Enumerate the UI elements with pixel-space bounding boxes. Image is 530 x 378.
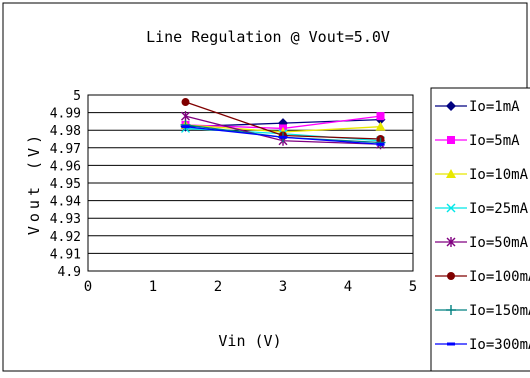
y-axis-label: Vout (V) (25, 131, 43, 235)
x-tick-label: 1 (149, 279, 157, 295)
x-tick-label: 0 (84, 279, 92, 295)
legend-marker (447, 342, 455, 346)
legend-marker (446, 203, 456, 213)
legend-label: Io=300mA (469, 337, 530, 353)
x-tick-label: 3 (279, 279, 287, 295)
legend: Io=1mA Io=5mA Io=10mA Io=25mA Io=50mA Io=100m… (435, 99, 530, 353)
y-tick-label: 4.9 (58, 265, 81, 280)
data-point (375, 137, 386, 148)
legend-label: Io=25mA (469, 201, 529, 217)
y-tick-label: 4.97 (50, 142, 81, 157)
y-tick-label: 4.91 (50, 247, 81, 262)
x-tick-label: 5 (409, 279, 417, 295)
legend-marker (446, 169, 456, 178)
legend-label: Io=100mA (469, 269, 530, 285)
x-axis-label: Vin (V) (218, 332, 281, 350)
data-point (376, 142, 385, 146)
legend-label: Io=50mA (469, 235, 529, 251)
legend-entry: Io=100mA (435, 269, 530, 285)
x-tick-label: 4 (344, 279, 352, 295)
legend-box (430, 87, 530, 372)
y-tick-label: 4.94 (50, 195, 81, 210)
data-point (375, 121, 386, 131)
series-8 (181, 125, 385, 146)
y-tick-label: 4.92 (50, 230, 81, 245)
series-group (180, 98, 386, 150)
x-tick-label: 2 (214, 279, 222, 295)
legend-label: Io=10mA (469, 167, 529, 183)
legend-entry: Io=5mA (435, 133, 520, 149)
legend-label: Io=1mA (469, 99, 520, 115)
data-point (181, 98, 190, 107)
data-point (376, 112, 385, 121)
legend-marker (447, 272, 455, 280)
legend-marker (447, 136, 455, 144)
legend-label: Io=150mA (469, 303, 530, 319)
legend-entry: Io=150mA (435, 303, 530, 319)
legend-entry: Io=50mA (435, 235, 529, 251)
y-tick-label: 4.98 (50, 124, 81, 139)
data-point (180, 119, 191, 130)
y-tick-label: 4.96 (50, 159, 81, 174)
y-tick-labels: 5 4.99 4.98 4.97 4.96 4.95 4.94 4.93 4.92 4.91 4.9 (50, 89, 81, 280)
legend-entry: Io=1mA (435, 99, 520, 115)
legend-entry: Io=10mA (435, 167, 529, 183)
chart-title: Line Regulation @ Vout=5.0V (146, 28, 390, 46)
data-point (181, 125, 190, 129)
data-point (181, 111, 190, 122)
legend-marker (446, 305, 456, 315)
y-tick-label: 5 (73, 89, 81, 104)
legend-marker (446, 237, 456, 247)
legend-entry: Io=25mA (435, 201, 529, 217)
data-point (279, 135, 287, 139)
legend-entry: Io=300mA (435, 337, 530, 353)
x-tick-labels: 0 1 2 3 4 5 (84, 279, 417, 295)
y-tick-label: 4.99 (50, 107, 81, 122)
legend-marker (446, 101, 456, 111)
y-tick-label: 4.95 (50, 177, 81, 192)
y-tick-label: 4.93 (50, 212, 81, 227)
legend-label: Io=5mA (469, 133, 520, 149)
